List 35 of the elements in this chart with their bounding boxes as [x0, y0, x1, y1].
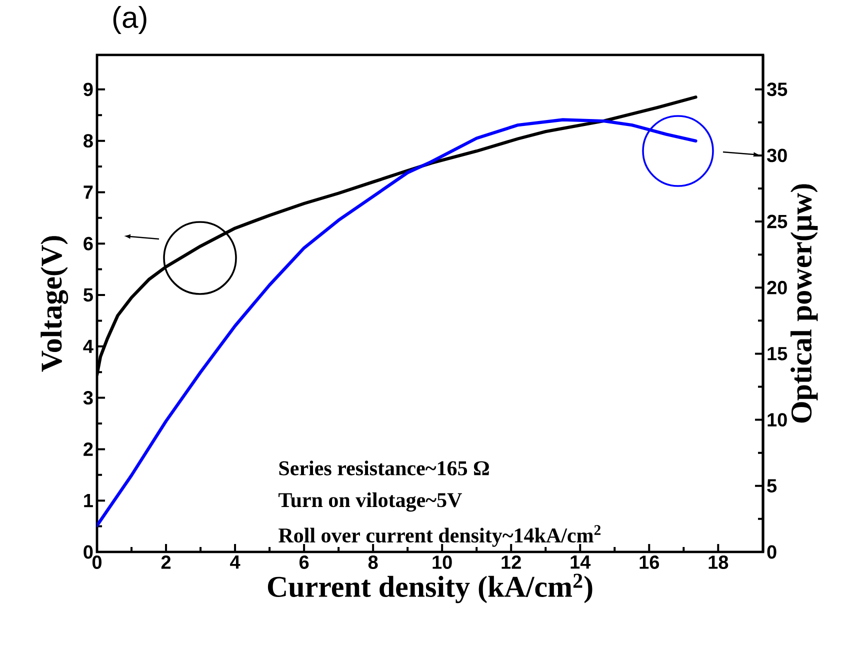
y2-tick-label: 25: [767, 214, 788, 228]
y-tick-label: 2: [84, 442, 93, 456]
x-tick-label: 10: [432, 556, 452, 569]
y2-tick-label: 35: [766, 82, 788, 96]
y-tick-label: 4: [83, 340, 94, 353]
y2-tick-label: 30: [766, 148, 787, 162]
x-tick-label: 2: [161, 556, 171, 569]
x-tick-label: 12: [502, 556, 521, 569]
x-tick-label: 0: [92, 556, 102, 569]
annotation: Roll over current density~14kA/cm$^{2}$: [278, 525, 600, 547]
y-tick-label: 3: [83, 391, 93, 405]
y2-tick-label: 15: [768, 347, 788, 360]
y-tick-label: 5: [84, 288, 93, 302]
y-tick-label: 0: [84, 545, 93, 559]
y2-tick-label: 5: [767, 479, 777, 493]
y-tick-label: 7: [84, 186, 93, 199]
x-tick-label: 18: [708, 556, 728, 569]
x-tick-label: 8: [368, 556, 378, 569]
y-tick-label: 6: [84, 236, 93, 250]
y2-tick-label: 10: [768, 413, 787, 427]
y2-axis-title: Optical power(μw): [790, 184, 818, 423]
x-tick-label: 14: [570, 556, 591, 569]
y2-tick-label: 0: [767, 545, 776, 559]
x-tick-label: 4: [230, 556, 240, 569]
x-axis-title: Current density (kA/cm$^{2}$): [268, 574, 592, 604]
y-axis-title: Voltage(V): [40, 236, 68, 372]
y2-tick-label: 20: [767, 280, 787, 294]
y-tick-label: 9: [84, 82, 93, 96]
y-tick-label: 8: [84, 134, 93, 148]
y-tick-label: 1: [84, 494, 93, 508]
x-tick-label: 16: [640, 556, 660, 569]
chart-title: (a): [113, 6, 146, 34]
annotation: Series resistance~165 Ω: [279, 460, 489, 476]
x-tick-label: 6: [299, 556, 309, 569]
annotation: Turn on vilotage~5V: [278, 492, 462, 512]
